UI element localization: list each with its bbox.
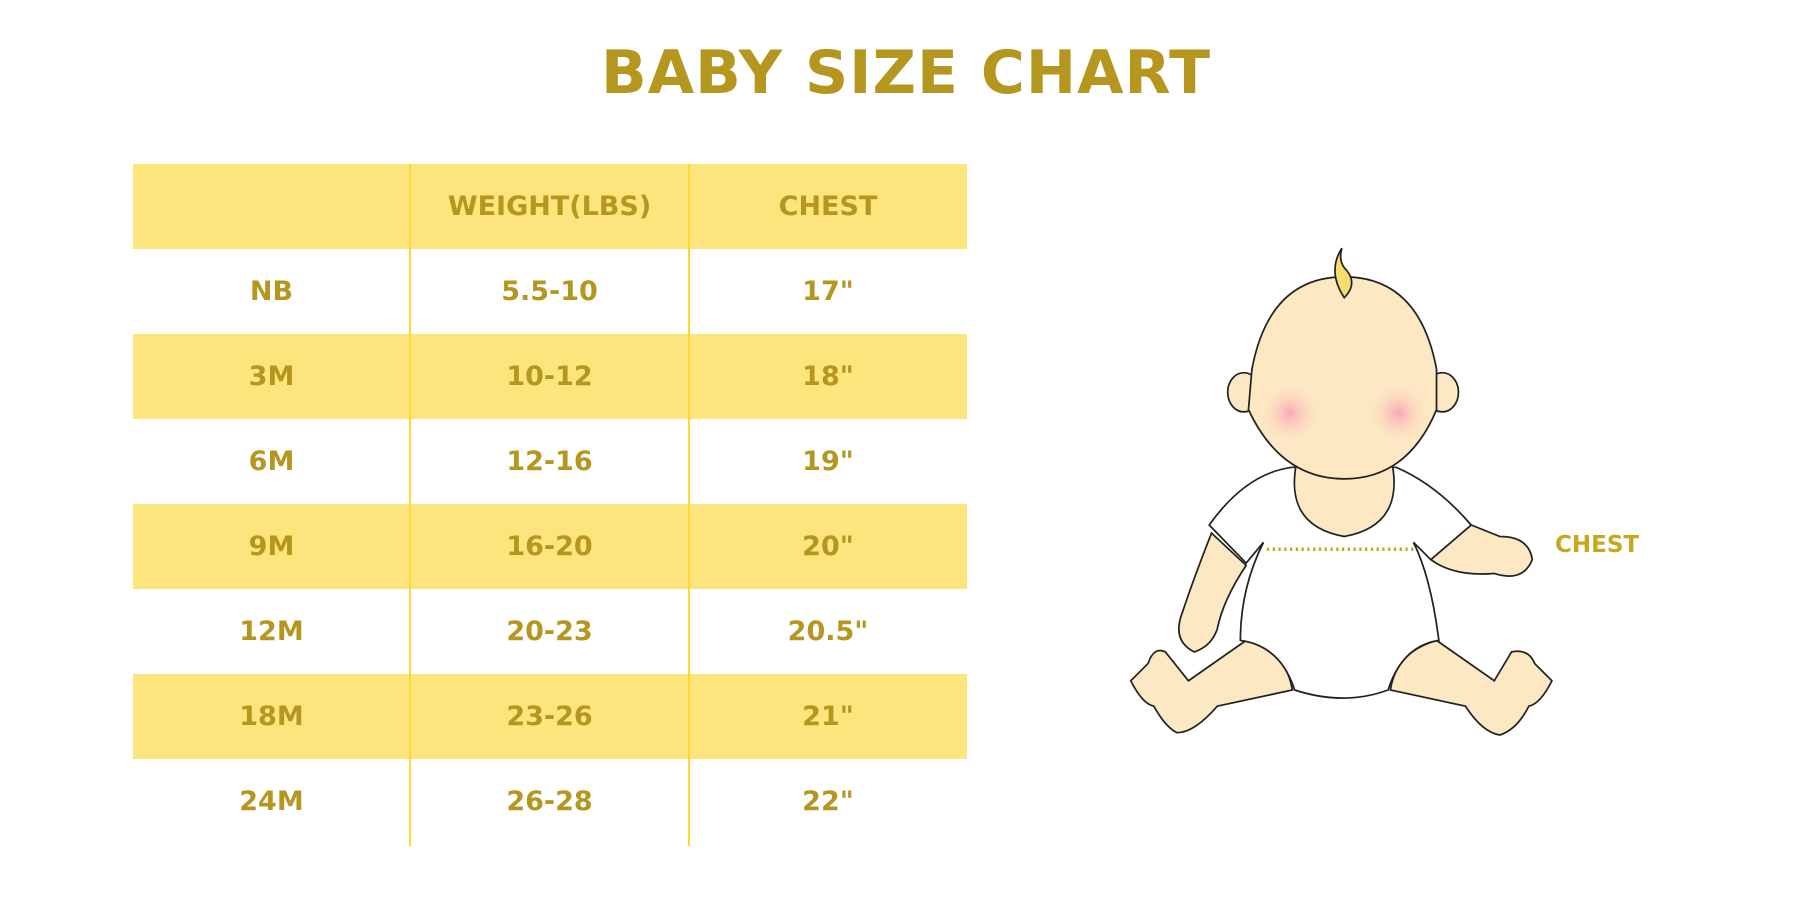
chest-cell: 21" bbox=[802, 701, 854, 732]
left-arm bbox=[1178, 531, 1248, 653]
table-row: NB 5.5-10 17" bbox=[133, 249, 967, 334]
table-row: 18M 23-26 21" bbox=[133, 674, 967, 759]
weight-cell: 12-16 bbox=[506, 446, 593, 477]
size-cell: 6M bbox=[248, 446, 295, 477]
size-cell: 12M bbox=[239, 616, 304, 647]
head bbox=[1247, 276, 1438, 480]
size-cell: 3M bbox=[248, 361, 295, 392]
table-header-row: WEIGHT(LBS) CHEST bbox=[133, 164, 967, 249]
chest-cell: 18" bbox=[802, 361, 854, 392]
column-divider bbox=[409, 164, 411, 846]
table-row: 3M 10-12 18" bbox=[133, 334, 967, 419]
page-title: BABY SIZE CHART bbox=[601, 38, 1211, 108]
left-leg bbox=[1129, 639, 1294, 734]
size-table: WEIGHT(LBS) CHEST NB 5.5-10 17" 3M 10-12… bbox=[133, 164, 967, 844]
size-cell: 18M bbox=[239, 701, 304, 732]
weight-cell: 20-23 bbox=[506, 616, 593, 647]
weight-cell: 16-20 bbox=[506, 531, 593, 562]
table-row: 6M 12-16 19" bbox=[133, 419, 967, 504]
weight-cell: 23-26 bbox=[506, 701, 593, 732]
right-leg bbox=[1389, 639, 1553, 736]
column-divider bbox=[688, 164, 690, 846]
size-cell: 9M bbox=[248, 531, 295, 562]
header-cell: WEIGHT(LBS) bbox=[447, 191, 652, 222]
chest-cell: 22" bbox=[802, 786, 854, 817]
chest-cell: 17" bbox=[802, 276, 854, 307]
hair-curl bbox=[1334, 247, 1353, 300]
chest-cell: 19" bbox=[802, 446, 854, 477]
table-row: 9M 16-20 20" bbox=[133, 504, 967, 589]
chest-cell: 20.5" bbox=[787, 616, 869, 647]
weight-cell: 26-28 bbox=[506, 786, 593, 817]
right-arm bbox=[1429, 524, 1534, 577]
weight-cell: 5.5-10 bbox=[501, 276, 598, 307]
chest-cell: 20" bbox=[802, 531, 854, 562]
bodysuit bbox=[1208, 466, 1473, 699]
chest-label: CHEST bbox=[1555, 532, 1640, 558]
header-cell: CHEST bbox=[778, 191, 878, 222]
weight-cell: 10-12 bbox=[506, 361, 593, 392]
table-row: 12M 20-23 20.5" bbox=[133, 589, 967, 674]
table-row: 24M 26-28 22" bbox=[133, 759, 967, 844]
size-cell: 24M bbox=[239, 786, 304, 817]
size-cell: NB bbox=[249, 276, 294, 307]
